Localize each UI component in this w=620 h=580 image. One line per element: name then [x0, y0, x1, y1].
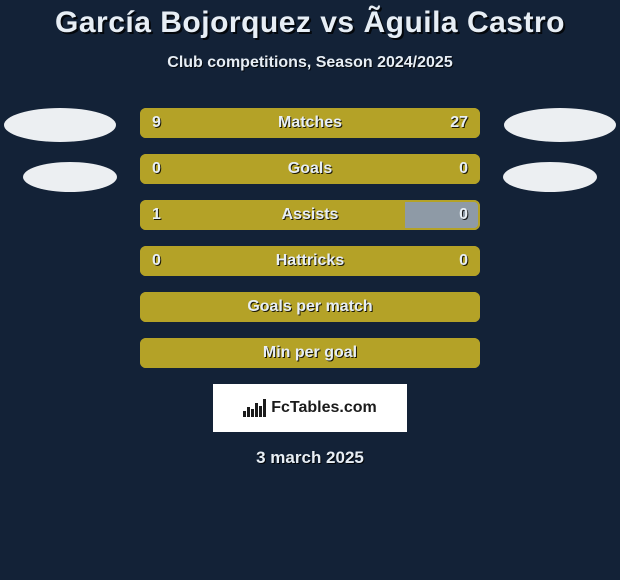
- date-label: 3 march 2025: [0, 448, 620, 468]
- player-photo-right-1: [504, 108, 616, 142]
- chart-area: Matches927 Goals00 Assists10 Hattricks00 Goa…: [0, 108, 620, 468]
- logo-box: FcTables.com: [213, 384, 407, 432]
- logo-text: FcTables.com: [271, 399, 377, 417]
- comparison-card: García Bojorquez vs Ãguila Castro Club c…: [0, 0, 620, 580]
- stat-row: Matches927: [140, 108, 480, 138]
- player-photo-left-1: [4, 108, 116, 142]
- page-title: García Bojorquez vs Ãguila Castro: [0, 6, 620, 40]
- stat-row: Goals00: [140, 154, 480, 184]
- stat-row: Goals per match: [140, 292, 480, 322]
- stat-row: Min per goal: [140, 338, 480, 368]
- chart-icon: [243, 399, 265, 417]
- stat-row: Assists10: [140, 200, 480, 230]
- subtitle: Club competitions, Season 2024/2025: [0, 54, 620, 72]
- stat-row: Hattricks00: [140, 246, 480, 276]
- bars-container: Matches927 Goals00 Assists10 Hattricks00 Goa…: [140, 108, 480, 368]
- player-photo-right-2: [503, 162, 597, 192]
- player-photo-left-2: [23, 162, 117, 192]
